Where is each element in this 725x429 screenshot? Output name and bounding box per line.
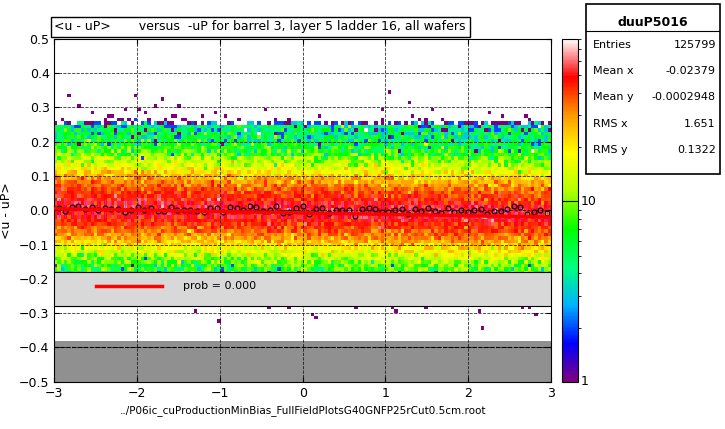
Y-axis label: <u - uP>: <u - uP> — [1, 182, 14, 239]
Text: <u - uP>       versus  -uP for barrel 3, layer 5 ladder 16, all wafers: <u - uP> versus -uP for barrel 3, layer … — [54, 21, 466, 33]
Text: Mean x: Mean x — [592, 66, 633, 76]
Bar — [54, 341, 551, 382]
Text: 1: 1 — [580, 375, 588, 388]
Text: 0.1322: 0.1322 — [677, 145, 716, 155]
Text: 125799: 125799 — [674, 40, 716, 50]
Text: 10: 10 — [580, 195, 596, 208]
Text: RMS y: RMS y — [592, 145, 627, 155]
Text: prob = 0.000: prob = 0.000 — [183, 281, 256, 291]
Text: Entries: Entries — [592, 40, 631, 50]
Text: Mean y: Mean y — [592, 92, 633, 103]
X-axis label: ../P06ic_cuProductionMinBias_FullFieldPlotsG40GNFP25rCut0.5cm.root: ../P06ic_cuProductionMinBias_FullFieldPl… — [120, 405, 486, 416]
Text: -0.02379: -0.02379 — [666, 66, 716, 76]
Text: duuP5016: duuP5016 — [618, 16, 688, 29]
Text: -0.0002948: -0.0002948 — [652, 92, 716, 103]
Text: 1.651: 1.651 — [684, 119, 716, 129]
Bar — [54, 272, 551, 306]
Text: RMS x: RMS x — [592, 119, 627, 129]
